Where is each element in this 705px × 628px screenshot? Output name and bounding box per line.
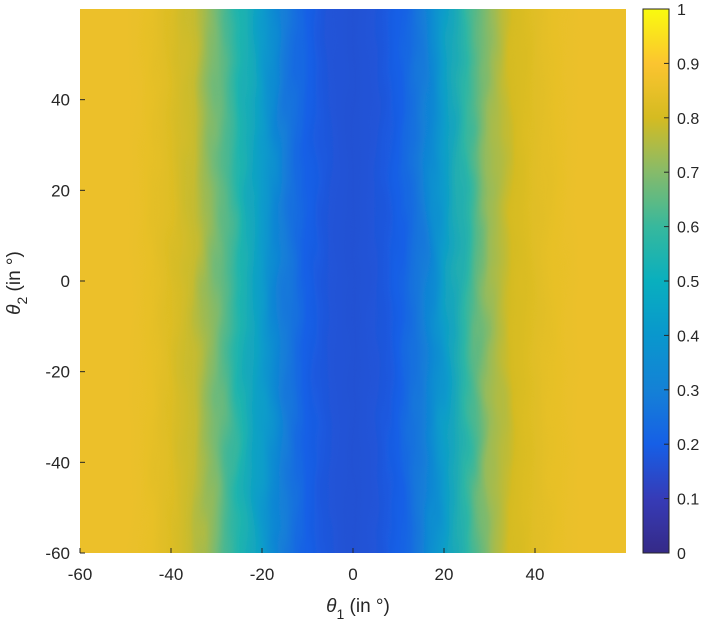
colorbar-tick-label: 0.4: [677, 328, 699, 345]
heatmap-surface: [80, 9, 626, 553]
colorbar-tick-label: 0.7: [677, 165, 699, 182]
y-tick-label: 0: [61, 272, 70, 291]
y-axis-label-unit: (in °): [4, 251, 25, 297]
x-axis-label-subscript: 1: [336, 606, 344, 622]
x-axis-label-symbol: θ: [326, 596, 337, 617]
colorbar-tick-label: 0.1: [677, 492, 699, 509]
y-axis-label-symbol: θ: [4, 304, 25, 315]
x-tick-label: -40: [159, 565, 184, 584]
y-tick-label: -20: [45, 363, 70, 382]
colorbar-tick-label: 0.5: [677, 274, 699, 291]
y-tick-label: 20: [51, 181, 70, 200]
x-tick-label: -60: [68, 565, 93, 584]
y-axis-label: θ2 (in °): [4, 251, 30, 315]
plot-area: [80, 9, 626, 553]
colorbar: 0 0.1 0.2 0.3 0.4 0.5 0.6 0.7 0.8 0.9 1: [642, 2, 699, 563]
y-tick-label: -60: [45, 544, 70, 563]
colorbar-ticks: 0 0.1 0.2 0.3 0.4 0.5 0.6 0.7 0.8 0.9 1: [664, 2, 699, 563]
colorbar-tick-label: 0.8: [677, 111, 699, 128]
colorbar-tick-label: 0.2: [677, 437, 699, 454]
y-axis-label-subscript: 2: [14, 297, 30, 305]
y-tick-label: 40: [51, 91, 70, 110]
y-axis: -60 -40 -20 0 20 40: [45, 91, 85, 563]
x-axis-label-unit: (in °): [344, 596, 390, 617]
colorbar-tick-label: 0: [677, 546, 686, 563]
y-tick-label: -40: [45, 453, 70, 472]
x-tick-label: 40: [526, 565, 545, 584]
colorbar-tick-label: 0.9: [677, 56, 699, 73]
x-tick-label: 20: [435, 565, 454, 584]
colorbar-tick-label: 1: [677, 2, 686, 19]
x-tick-label: -20: [250, 565, 275, 584]
colorbar-tick-label: 0.6: [677, 220, 699, 237]
colorbar-tick-label: 0.3: [677, 383, 699, 400]
x-axis: -60 -40 -20 0 20 40: [68, 548, 545, 584]
x-tick-label: 0: [348, 565, 357, 584]
x-axis-label: θ1 (in °): [326, 596, 390, 622]
